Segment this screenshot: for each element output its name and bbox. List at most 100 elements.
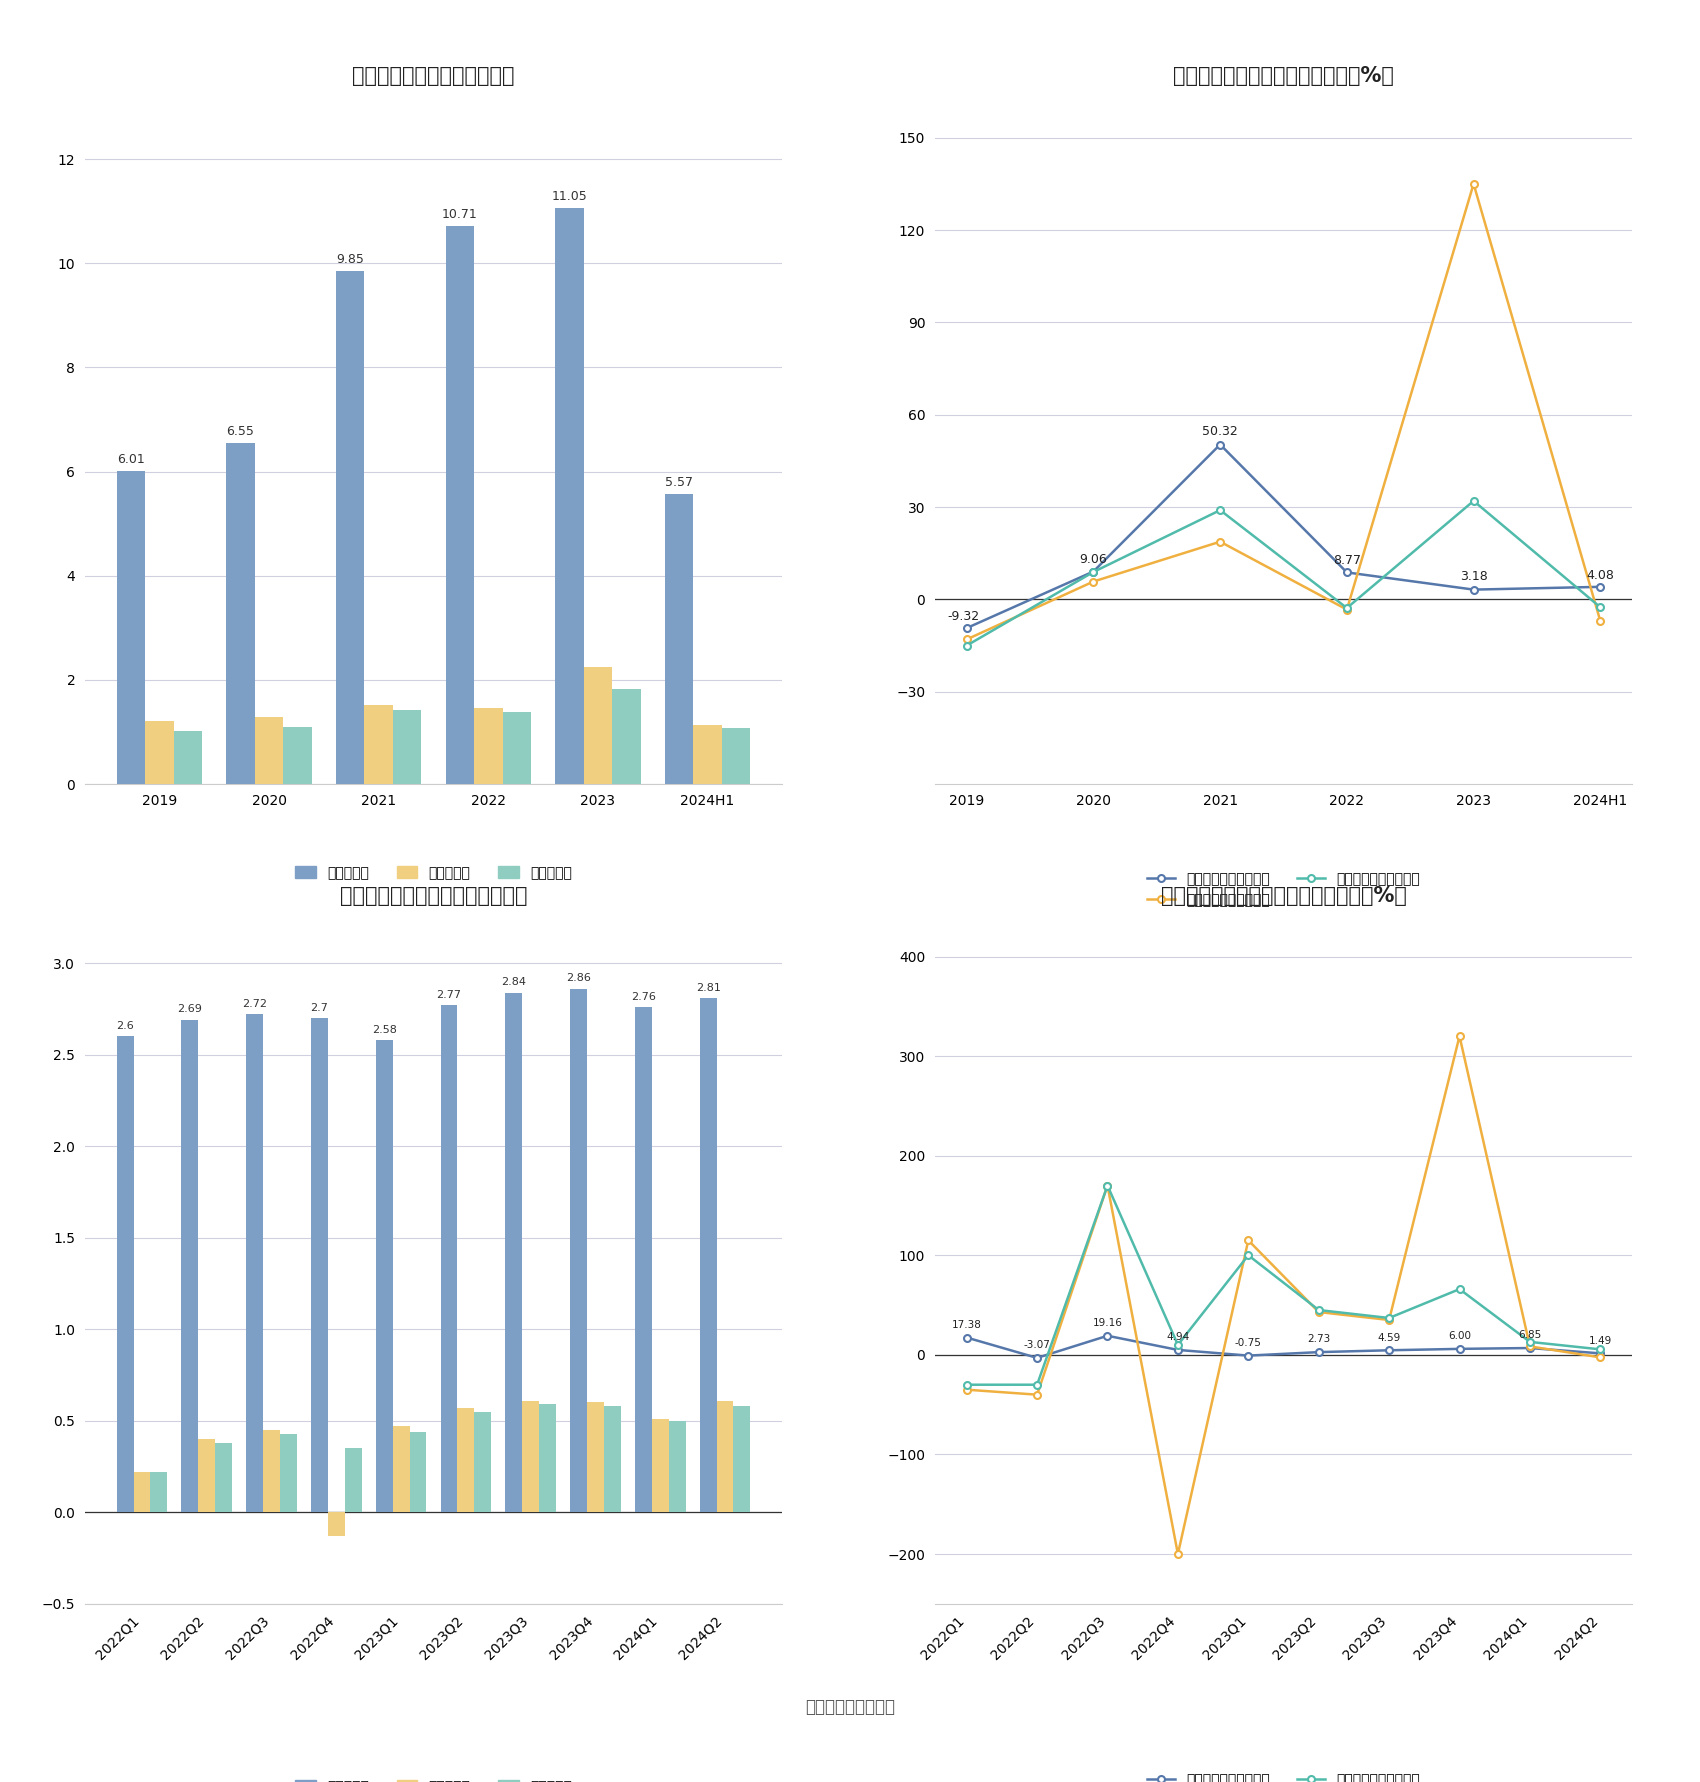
Bar [636,1007,651,1513]
归母净利润同比增长率 [1309,1301,1329,1322]
Text: 2.77: 2.77 [437,989,461,1000]
Text: 2.6: 2.6 [116,1021,134,1032]
Text: 6.85: 6.85 [1518,1331,1542,1340]
归母净利润同比增长率 [1210,531,1231,552]
Bar [522,1401,539,1513]
Line: 营业总收入同比增长率: 营业总收入同比增长率 [964,1333,1603,1361]
营业总收入同比增长率 [1464,579,1484,601]
Bar [134,1472,150,1513]
扣非净利润同比增长率 [957,634,977,656]
归母净利润同比增长率 [1590,609,1610,631]
营业总收入同比增长率 [1210,433,1231,454]
Bar [173,731,202,784]
Bar [570,989,586,1513]
营业总收入同比增长率 [957,1328,977,1349]
Text: 6.55: 6.55 [226,424,255,438]
Bar [556,208,583,784]
归母净利润同比增长率 [1590,1347,1610,1369]
Bar [255,718,284,784]
Legend: 营业总收入同比增长率, 归母净利润同比增长率, 扣非净利润同比增长率: 营业总收入同比增长率, 归母净利润同比增长率, 扣非净利润同比增长率 [1141,1768,1426,1782]
Legend: 营业总收入, 归母净利润, 扣非净利润: 营业总收入, 归母净利润, 扣非净利润 [289,1775,578,1782]
Text: 4.08: 4.08 [1586,568,1615,581]
Text: 2.72: 2.72 [241,1000,267,1009]
Legend: 营业总收入同比增长率, 归母净利润同比增长率, 扣非净利润同比增长率: 营业总收入同比增长率, 归母净利润同比增长率, 扣非净利润同比增长率 [1141,866,1426,912]
扣非净利润同比增长率 [1379,1308,1399,1329]
Bar [717,1401,733,1513]
Bar [328,1513,345,1536]
Bar [393,709,422,784]
Title: 营收、净利同比增长率季度变动情况（%）: 营收、净利同比增长率季度变动情况（%） [1161,886,1406,905]
营业总收入同比增长率 [957,617,977,638]
Bar [505,993,522,1513]
Title: 营收、净利季度变动情况（亿元）: 营收、净利季度变动情况（亿元） [340,886,527,905]
营业总收入同比增长率 [1590,1342,1610,1363]
Text: 5.57: 5.57 [665,476,694,488]
Bar [474,1411,491,1513]
营业总收入同比增长率 [1450,1338,1470,1360]
Text: 2.69: 2.69 [177,1005,202,1014]
营业总收入同比增长率 [1336,561,1357,583]
扣非净利润同比增长率 [957,1374,977,1395]
营业总收入同比增长率 [1309,1342,1329,1363]
Bar [364,706,393,784]
归母净利润同比增长率 [957,629,977,650]
扣非净利润同比增长率 [1168,1335,1188,1356]
营业总收入同比增长率 [1238,1345,1258,1367]
Bar [280,1433,297,1513]
扣非净利润同比增长率 [1083,561,1103,583]
归母净利润同比增长率 [1238,1230,1258,1251]
Bar [144,722,173,784]
扣非净利润同比增长率 [1336,597,1357,618]
Text: 2.58: 2.58 [372,1025,396,1035]
Bar [604,1406,620,1513]
Text: 4.59: 4.59 [1377,1333,1401,1342]
Bar [150,1472,167,1513]
Text: 2.86: 2.86 [566,973,592,984]
Text: 1.49: 1.49 [1590,1336,1612,1345]
Bar [668,1420,685,1513]
Bar [665,494,694,784]
扣非净利润同比增长率 [1210,499,1231,520]
扣非净利润同比增长率 [1309,1299,1329,1320]
Bar [583,668,612,784]
归母净利润同比增长率 [1336,599,1357,620]
Text: 19.16: 19.16 [1093,1319,1122,1328]
营业总收入同比增长率 [1168,1340,1188,1361]
Bar [376,1041,393,1513]
Bar [474,707,503,784]
归母净利润同比增长率 [1083,570,1103,592]
Text: 11.05: 11.05 [551,191,586,203]
Text: 6.01: 6.01 [117,453,144,465]
Bar [264,1429,280,1513]
营业总收入同比增长率 [1027,1347,1047,1369]
营业总收入同比增长率 [1590,576,1610,597]
Bar [337,271,364,784]
营业总收入同比增长率 [1096,1326,1117,1347]
扣非净利润同比增长率 [1450,1278,1470,1299]
归母净利润同比增长率 [957,1379,977,1401]
扣非净利润同比增长率 [1520,1331,1540,1353]
Text: 4.94: 4.94 [1166,1333,1190,1342]
Bar [117,1037,134,1513]
Line: 营业总收入同比增长率: 营业总收入同比增长率 [964,440,1603,631]
扣非净利润同比增长率 [1590,1338,1610,1360]
归母净利润同比增长率 [1096,1174,1117,1196]
Bar [457,1408,474,1513]
营业总收入同比增长率 [1379,1340,1399,1361]
Text: -9.32: -9.32 [949,609,979,622]
Text: 8.77: 8.77 [1333,554,1362,567]
Bar [651,1418,668,1513]
Text: 6.00: 6.00 [1448,1331,1470,1342]
Text: 50.32: 50.32 [1202,424,1238,438]
Bar [216,1443,231,1513]
Bar [733,1406,750,1513]
归母净利润同比增长率 [1027,1385,1047,1406]
Bar [393,1426,410,1513]
Bar [694,725,722,784]
Text: 10.71: 10.71 [442,208,478,221]
营业总收入同比增长率 [1520,1336,1540,1358]
Text: 9.06: 9.06 [1080,552,1107,567]
Text: 2.84: 2.84 [502,977,527,987]
Bar [246,1014,264,1513]
扣非净利润同比增长率 [1096,1174,1117,1196]
